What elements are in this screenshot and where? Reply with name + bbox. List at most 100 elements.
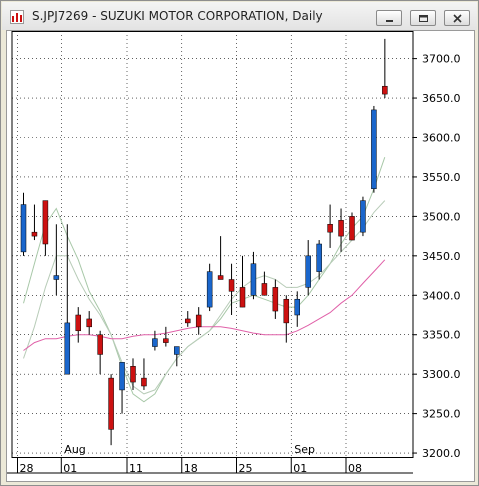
x-axis: 28 01 11 18 25 01 08 Aug Sep (7, 443, 413, 475)
x-tick-label: 01 (293, 462, 307, 475)
candle[interactable] (130, 358, 136, 390)
candle[interactable] (294, 291, 300, 327)
candle-body-down (130, 366, 136, 383)
y-tick-label: 3500.0 (422, 210, 461, 223)
y-tick-label: 3250.0 (422, 408, 461, 421)
candle[interactable] (20, 192, 27, 256)
minimize-button[interactable] (376, 10, 402, 26)
candle[interactable] (261, 271, 268, 296)
y-tick-label: 3400.0 (422, 289, 461, 302)
candle[interactable] (283, 295, 290, 343)
candle[interactable] (86, 311, 92, 335)
ma-long-line (23, 259, 386, 351)
y-tick-label: 3650.0 (422, 92, 461, 105)
candle[interactable] (53, 224, 60, 296)
y-tick-label: 3600.0 (422, 132, 461, 145)
x-tick-label: 25 (239, 462, 253, 475)
y-tick-label: 3200.0 (422, 447, 461, 460)
candle[interactable] (327, 204, 333, 248)
ma-short-line (23, 157, 386, 403)
candle[interactable] (305, 240, 311, 296)
candle-body-up (206, 271, 213, 308)
candle-body-up (64, 322, 71, 375)
title-bar[interactable]: S.JPJ7269 - SUZUKI MOTOR CORPORATION, Da… (2, 2, 477, 30)
candle-body-down (338, 220, 344, 237)
candle-body-down (108, 377, 114, 430)
candle[interactable] (338, 208, 344, 252)
candle[interactable] (272, 279, 279, 319)
candle[interactable] (64, 224, 71, 375)
candle-body-up (360, 200, 366, 233)
candlestick-chart[interactable]: 3200.0 3250.0 3300.0 3350.0 3400.0 3450.0 3500… (7, 31, 474, 481)
candle-body-down (31, 231, 38, 237)
candle-body-up (20, 204, 27, 253)
candle[interactable] (228, 263, 235, 315)
maximize-icon (419, 15, 428, 22)
candle[interactable] (97, 330, 103, 375)
candle[interactable] (185, 311, 191, 327)
candle-body-down (185, 318, 191, 324)
candle[interactable] (217, 236, 224, 280)
close-button[interactable] (444, 10, 470, 26)
candle-body-up (305, 255, 311, 288)
candle[interactable] (360, 196, 366, 237)
candle-body-up (250, 263, 257, 296)
candle-body-up (152, 338, 158, 347)
candle-body-down (97, 334, 103, 355)
x-tick-label: 01 (63, 462, 77, 475)
y-axis: 3200.0 3250.0 3300.0 3350.0 3400.0 3450.0 3500… (413, 53, 461, 460)
window-title: S.JPJ7269 - SUZUKI MOTOR CORPORATION, Da… (32, 9, 323, 23)
candle-body-down (382, 85, 388, 95)
candle[interactable] (349, 212, 355, 241)
candle[interactable] (163, 326, 169, 347)
month-label: Aug (64, 443, 85, 456)
candle-body-down (42, 200, 49, 245)
candle[interactable] (152, 330, 158, 351)
x-tick-label: 11 (129, 462, 143, 475)
candle[interactable] (119, 362, 125, 414)
candle[interactable] (371, 105, 377, 193)
moving-averages (23, 157, 386, 403)
candle-body-down (195, 314, 202, 328)
maximize-button[interactable] (410, 10, 436, 26)
chart-area[interactable]: 3200.0 3250.0 3300.0 3350.0 3400.0 3450.0 3500… (6, 30, 475, 482)
candle[interactable] (174, 346, 180, 367)
candle-body-down (228, 279, 235, 292)
y-tick-label: 3450.0 (422, 250, 461, 263)
x-tick-label: 28 (20, 462, 34, 475)
candle[interactable] (239, 255, 246, 308)
candle[interactable] (31, 204, 38, 241)
candle-body-up (371, 109, 377, 190)
y-tick-label: 3550.0 (422, 171, 461, 184)
candles (20, 38, 388, 446)
candle-body-down (283, 298, 290, 324)
candle-body-up (119, 362, 125, 391)
y-tick-label: 3300.0 (422, 368, 461, 381)
candle-body-down (86, 318, 92, 328)
candle-body-down (163, 338, 169, 343)
candle-body-down (327, 224, 333, 233)
candle[interactable] (42, 200, 49, 256)
candle[interactable] (382, 38, 388, 99)
x-tick-label: 08 (348, 462, 362, 475)
candle[interactable] (316, 240, 322, 280)
candle[interactable] (108, 374, 114, 446)
candle-body-down (349, 216, 355, 241)
ma-mid-line (23, 200, 386, 395)
candle[interactable] (250, 251, 257, 300)
y-tick-label: 3350.0 (422, 329, 461, 342)
candle[interactable] (141, 358, 147, 390)
candle-body-down (239, 287, 246, 308)
candle[interactable] (75, 307, 81, 343)
close-icon (453, 14, 462, 23)
grid-lines (12, 31, 413, 457)
y-tick-label: 3700.0 (422, 53, 461, 66)
plot-frame (11, 31, 414, 458)
candle[interactable] (195, 307, 202, 335)
candle-body-up (316, 243, 322, 272)
month-label: Sep (294, 443, 315, 456)
candle[interactable] (206, 263, 213, 312)
candle-body-up (53, 275, 60, 280)
minimize-icon (386, 20, 393, 22)
